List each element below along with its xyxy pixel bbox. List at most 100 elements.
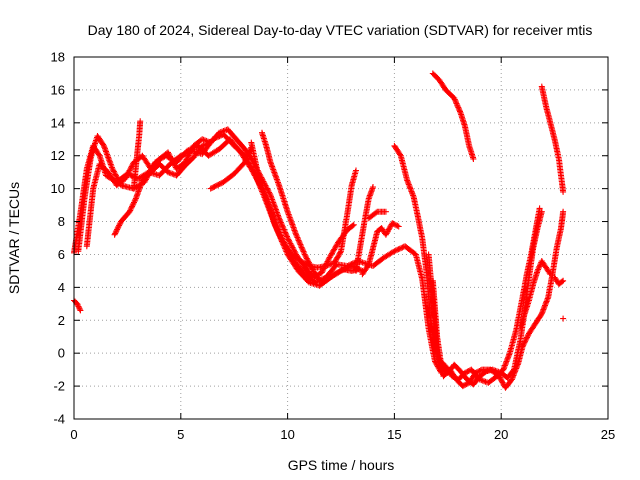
data-point <box>541 86 543 88</box>
y-tick-label: 10 <box>51 181 65 196</box>
x-tick-label: 0 <box>70 427 77 442</box>
data-point <box>111 168 114 170</box>
data-point <box>554 138 556 140</box>
data-point <box>308 281 310 284</box>
data-point <box>304 273 306 275</box>
data-point <box>139 120 141 122</box>
data-point <box>432 299 434 302</box>
data-point <box>77 250 79 252</box>
series-arc-h <box>259 129 362 284</box>
data-point <box>167 151 169 154</box>
data-point <box>257 171 259 173</box>
data-point <box>372 247 374 249</box>
data-point <box>184 165 186 167</box>
data-point <box>539 207 541 209</box>
data-point <box>338 240 340 242</box>
data-point <box>368 197 370 200</box>
data-point <box>325 280 327 282</box>
data-point <box>175 174 178 177</box>
marker-path <box>429 70 477 162</box>
data-point <box>105 174 107 177</box>
data-point <box>291 253 293 256</box>
data-point <box>250 141 252 144</box>
data-point <box>99 155 101 157</box>
data-point <box>265 145 267 147</box>
chart-title: Day 180 of 2024, Sidereal Day-to-day VTE… <box>88 22 593 38</box>
data-point <box>442 375 445 377</box>
data-point <box>99 163 101 165</box>
data-point <box>541 313 543 315</box>
y-tick-label: 0 <box>58 346 65 361</box>
x-tick-label: 15 <box>387 427 401 442</box>
data-point <box>372 186 374 188</box>
x-tick-label: 25 <box>601 427 615 442</box>
series-arc-a <box>71 131 366 289</box>
y-tick-label: 6 <box>58 247 65 262</box>
series-arc-p <box>538 83 567 195</box>
data-point <box>391 222 393 224</box>
data-point <box>138 135 140 137</box>
data-markers <box>71 70 567 391</box>
data-point <box>519 339 522 341</box>
data-point <box>186 150 188 152</box>
data-point <box>466 378 468 381</box>
data-point <box>136 155 138 157</box>
data-point <box>558 283 560 285</box>
series-arc-d <box>111 139 214 238</box>
y-tick-label: 14 <box>51 115 65 130</box>
data-point <box>240 151 242 154</box>
data-point <box>425 270 428 272</box>
x-tick-label: 5 <box>177 427 184 442</box>
data-point <box>346 265 349 267</box>
data-point <box>274 224 276 226</box>
data-point <box>430 319 432 321</box>
data-point <box>133 188 135 190</box>
data-point <box>120 220 122 223</box>
y-tick-label: -4 <box>53 412 65 427</box>
data-point <box>325 265 327 267</box>
data-point <box>385 211 387 213</box>
data-point <box>150 171 152 173</box>
data-point <box>319 285 321 287</box>
data-point <box>421 237 423 239</box>
data-point <box>321 271 323 274</box>
data-point <box>532 247 534 249</box>
data-point <box>336 263 338 265</box>
data-point <box>90 155 92 157</box>
data-point <box>79 309 82 311</box>
data-point <box>244 148 246 150</box>
data-point <box>445 89 447 91</box>
data-point <box>545 267 547 269</box>
series-arc-k <box>365 208 389 222</box>
data-point <box>269 161 272 163</box>
data-point <box>261 132 263 134</box>
data-point <box>210 188 212 190</box>
data-point <box>244 161 246 163</box>
data-point <box>560 227 562 229</box>
data-point <box>333 273 336 275</box>
data-point <box>351 184 353 186</box>
axis-ticks: 0 5 10 15 20 25 -4 -2 0 2 4 6 8 10 12 14 16 18 <box>51 50 616 443</box>
data-point <box>445 365 447 367</box>
data-point <box>297 270 299 272</box>
data-point <box>472 158 475 160</box>
y-tick-label: -2 <box>53 379 65 394</box>
data-point <box>521 296 524 298</box>
data-point <box>536 227 539 229</box>
data-point <box>113 234 116 236</box>
data-point <box>137 178 139 180</box>
data-point <box>210 141 212 144</box>
data-point <box>141 155 143 157</box>
marker-path <box>71 131 366 289</box>
data-point <box>368 217 370 219</box>
data-point <box>549 273 551 275</box>
data-point <box>201 145 203 147</box>
data-point <box>278 184 280 186</box>
data-point <box>227 128 229 130</box>
data-point <box>103 145 105 147</box>
data-point <box>474 372 477 374</box>
data-point <box>545 105 547 107</box>
data-point <box>124 178 126 180</box>
data-point <box>455 378 457 381</box>
data-point <box>562 191 564 193</box>
